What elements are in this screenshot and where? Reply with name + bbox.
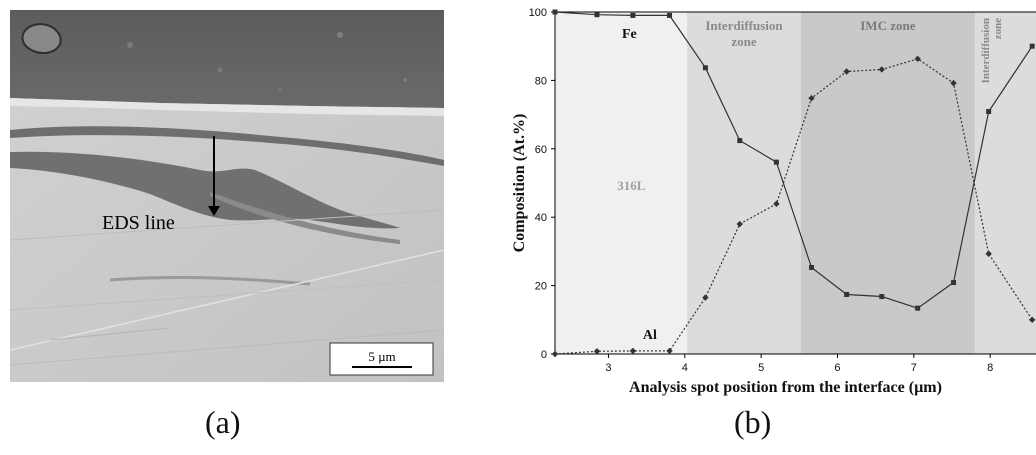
zone-label-imc: IMC zone [860, 18, 915, 33]
data-point-fe [1029, 43, 1035, 49]
x-axis-label: Analysis spot position from the interfac… [629, 379, 942, 396]
data-point-fe [879, 294, 885, 300]
data-point-al [1028, 316, 1036, 323]
sem-micrograph: 5 µm EDS line [10, 10, 444, 382]
x-tick-label: 5 [758, 362, 764, 374]
data-point-al [593, 348, 601, 355]
data-point-al [773, 200, 780, 208]
zone-label-line: zone [731, 34, 757, 49]
caption-a: (a) [205, 404, 241, 440]
data-point-al [808, 94, 815, 102]
zone-label-interdiffusion-2: Interdiffusionzone [980, 18, 1004, 84]
zone-label-316l: 316L [617, 178, 646, 193]
series-label-fe: Fe [622, 27, 637, 42]
scale-bar-label: 5 µm [368, 349, 395, 364]
zone-band-2 [800, 12, 975, 354]
x-tick-label: 6 [834, 362, 840, 374]
zone-label-interdiffusion-1: Interdiffusion zone [705, 18, 783, 49]
x-tick-label: 8 [987, 362, 993, 374]
zone-band-0 [555, 12, 688, 354]
data-point-fe [951, 280, 957, 286]
data-point-fe [986, 109, 992, 115]
data-point-al [950, 79, 957, 87]
data-point-al [551, 350, 559, 358]
data-point-fe [915, 305, 921, 311]
zone-band-3 [974, 12, 1036, 354]
data-point-fe [702, 65, 708, 71]
data-point-fe [594, 12, 600, 18]
zone-label-line: zone [992, 18, 1004, 40]
data-point-fe [809, 264, 815, 270]
x-tick-label: 4 [682, 362, 688, 374]
y-tick-label: 80 [535, 75, 547, 87]
x-tick-label: 3 [605, 362, 611, 374]
series-label-al: Al [643, 328, 657, 343]
zone-label-line: Interdiffusion [705, 18, 783, 33]
data-point-al [666, 347, 673, 355]
data-point-fe [737, 138, 743, 144]
y-tick-label: 40 [535, 212, 547, 224]
data-point-fe [773, 159, 779, 165]
eds-line-label: EDS line [102, 212, 175, 234]
series-line-al [555, 58, 1033, 354]
scale-bar-box [329, 342, 434, 376]
zone-label-line: Interdiffusion [980, 18, 992, 83]
y-tick-label: 20 [535, 281, 547, 293]
data-point-fe [667, 12, 673, 18]
eds-arrow-head [208, 206, 220, 216]
data-point-fe [630, 12, 636, 18]
y-tick-label: 60 [535, 144, 547, 156]
caption-b: (b) [734, 404, 772, 440]
data-point-fe [844, 291, 850, 297]
series-line-fe [555, 12, 1033, 309]
y-tick-label: 100 [529, 7, 547, 19]
y-tick-label: 0 [541, 349, 547, 361]
y-axis-label: Composition (At.%) [511, 114, 528, 253]
data-point-fe [552, 9, 558, 15]
x-tick-label: 7 [911, 362, 917, 374]
